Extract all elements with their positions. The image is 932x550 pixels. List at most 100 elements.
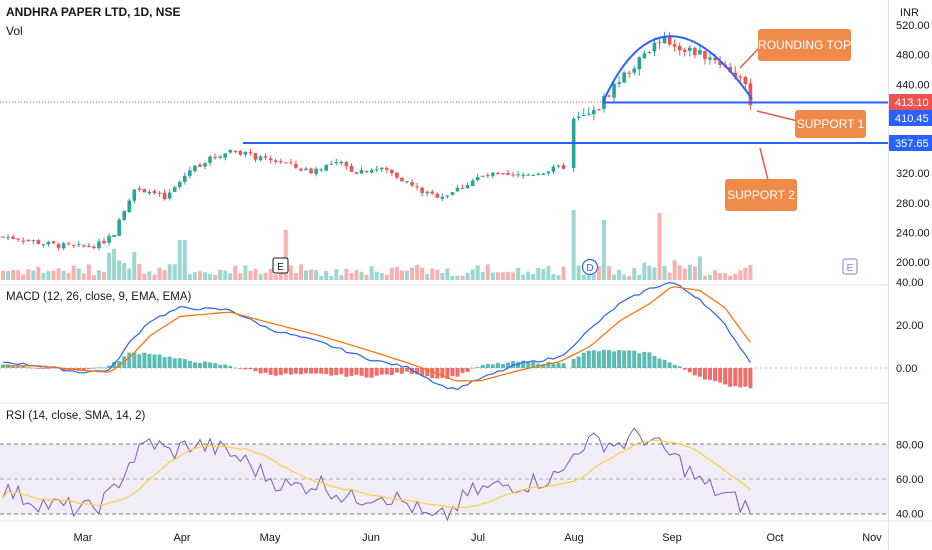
support-2-pointer	[759, 147, 769, 181]
candle-body	[612, 83, 616, 98]
volume-bar	[612, 274, 617, 280]
macd-histogram-bar	[728, 368, 733, 387]
volume-bar	[278, 269, 283, 280]
volume-bar	[632, 268, 637, 280]
upcoming-earnings-marker[interactable]	[842, 258, 858, 275]
candle-body	[198, 164, 202, 167]
volume-bar	[748, 265, 753, 280]
volume-bar	[112, 248, 117, 280]
volume-bar	[1, 270, 5, 280]
earnings-marker[interactable]	[272, 257, 289, 274]
candle-body	[657, 41, 662, 43]
macd-histogram-bar	[617, 350, 622, 368]
volume-bar	[273, 274, 278, 280]
price-tick-label: 520.00	[896, 20, 930, 32]
volume-bar	[26, 269, 31, 280]
candle-body	[501, 173, 505, 175]
macd-histogram-bar	[197, 362, 202, 368]
volume-bar	[304, 270, 308, 280]
macd-histogram-bar	[243, 368, 248, 370]
rsi-axis[interactable]: 40.00 60.00 80.00	[896, 439, 924, 520]
macd-histogram-bar	[288, 368, 293, 375]
candle-body	[400, 177, 404, 182]
volume-bar	[329, 275, 334, 280]
volume-bar	[6, 271, 11, 280]
volume-bar	[349, 273, 354, 280]
candle-body	[203, 163, 207, 167]
macd-histogram-bar	[162, 357, 167, 368]
candle-body	[390, 169, 394, 174]
rsi-pane-title: RSI (14, close, SMA, 14, 2)	[6, 410, 146, 422]
macd-histogram-bar	[632, 350, 637, 368]
macd-histogram-bar	[223, 364, 228, 368]
volume-bar	[601, 220, 606, 280]
candle-body	[617, 82, 621, 84]
volume-bar	[132, 252, 137, 280]
macd-histogram-bar	[667, 362, 672, 368]
macd-axis[interactable]: 0.00 20.00 40.00	[896, 277, 924, 375]
macd-histogram-bar	[415, 368, 420, 375]
macd-histogram-bar	[430, 368, 435, 379]
volume-bar	[263, 272, 268, 280]
rsi-sma-line	[2, 439, 751, 509]
volume-bar	[546, 265, 551, 280]
dividend-marker[interactable]	[581, 258, 599, 276]
volume-bar	[500, 272, 505, 280]
volume-bar	[455, 275, 460, 280]
candle-body	[177, 181, 182, 187]
macd-histogram-bar	[596, 351, 601, 368]
rounding-top-label: ROUNDING TOP	[758, 38, 851, 52]
candle-body	[294, 163, 298, 168]
volume-bar	[647, 265, 652, 280]
macd-histogram-bar	[324, 368, 329, 375]
time-tick-label: Sep	[662, 532, 682, 544]
macd-histogram-bar	[440, 368, 445, 378]
candle-body	[82, 245, 86, 247]
volume-bar	[708, 274, 712, 280]
support-2-badge-text: 357.65	[895, 138, 929, 150]
volume-bar	[167, 264, 172, 280]
candle-body	[56, 244, 61, 248]
volume-bar	[667, 272, 672, 280]
candle-body	[536, 173, 541, 175]
time-axis[interactable]: Mar Apr May Jun Jul Aug Sep Oct Nov	[74, 532, 883, 544]
volume-bar	[430, 268, 435, 280]
macd-histogram-bar	[677, 366, 682, 368]
macd-histogram-bar	[278, 368, 283, 376]
macd-histogram-bar	[253, 368, 258, 372]
candle-body	[97, 241, 101, 249]
macd-histogram-bar	[359, 368, 364, 376]
macd-histogram-bar	[541, 364, 546, 368]
volume-bar	[586, 275, 591, 280]
macd-histogram-bar	[334, 368, 339, 376]
volume-bar	[81, 273, 86, 280]
macd-histogram-bar	[46, 368, 51, 369]
volume-bar	[369, 266, 374, 280]
macd-histogram-bar	[344, 368, 349, 377]
time-tick-label: Jul	[471, 532, 485, 544]
time-tick-label: Jun	[362, 532, 380, 544]
volume-bar	[526, 271, 531, 280]
volume-bar	[208, 273, 213, 280]
candle-body	[480, 175, 485, 177]
volume-bar	[399, 270, 404, 280]
candle-body	[672, 44, 677, 47]
macd-histogram-bar	[581, 352, 586, 368]
macd-histogram-bar	[102, 367, 106, 369]
volume-bar	[738, 270, 743, 280]
macd-histogram-bar	[733, 368, 738, 387]
support-1-badge	[889, 110, 932, 126]
macd-histogram-bar	[425, 368, 430, 376]
volume-bar	[617, 269, 622, 280]
volume-bar	[359, 271, 364, 280]
volume-bar	[334, 269, 339, 280]
macd-histogram-bar	[157, 354, 162, 368]
macd-histogram-bar	[672, 364, 677, 368]
candle-body	[597, 109, 601, 111]
macd-histogram-bar	[76, 368, 81, 371]
candle-body	[344, 162, 349, 167]
volume-bar	[506, 271, 510, 280]
volume-bar	[157, 267, 162, 280]
volume-bar	[107, 252, 112, 280]
candle-body	[652, 42, 657, 52]
